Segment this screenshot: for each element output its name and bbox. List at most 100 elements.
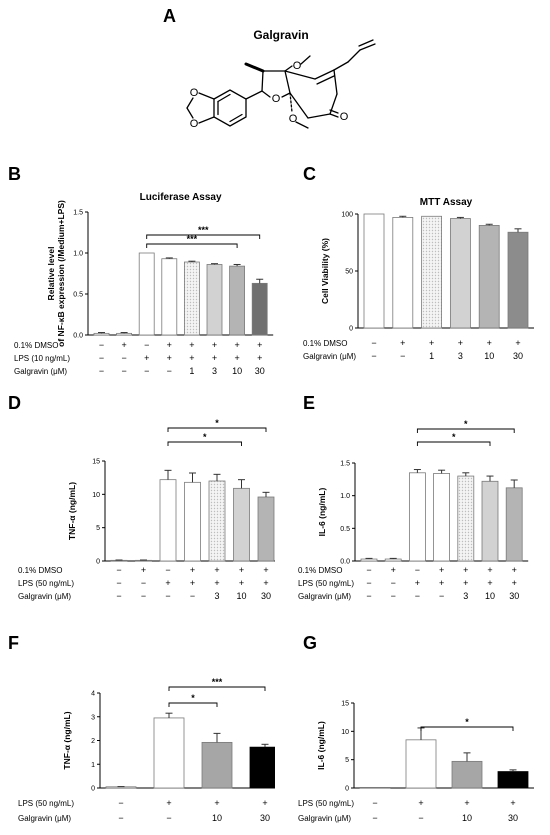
condition-row-label: 0.1% DMSO [14, 341, 58, 350]
significance-bracket [146, 234, 261, 239]
y-tick-label: 3 [91, 714, 95, 721]
significance-stars: * [203, 432, 207, 442]
significance-stars: *** [198, 225, 209, 235]
condition-value: + [214, 578, 219, 588]
bar [478, 225, 500, 329]
bar [159, 479, 177, 562]
condition-value: + [257, 353, 262, 363]
condition-value: − [118, 813, 123, 823]
chart-title: MTT Assay [420, 197, 473, 208]
condition-value: − [116, 578, 121, 588]
condition-value: + [415, 578, 420, 588]
condition-row-label: LPS (10 ng/mL) [14, 354, 70, 363]
condition-value: + [487, 565, 492, 575]
bar [384, 558, 402, 562]
panel-label: G [303, 633, 317, 653]
condition-value: + [263, 565, 268, 575]
significance-stars: * [465, 717, 469, 727]
y-axis-label: TNF-α (ng/mL) [67, 482, 77, 540]
y-axis-label: Relative levelof NF-κB expression (/Medi… [46, 200, 66, 347]
bar [251, 282, 268, 336]
condition-value: + [212, 340, 217, 350]
condition-value: 1 [429, 351, 434, 361]
condition-value: − [400, 351, 405, 361]
bar [138, 252, 155, 336]
condition-value: 3 [214, 591, 219, 601]
condition-value: − [439, 591, 444, 601]
chart-g-il6: G IL-6 (ng/mL) 0 5 10 15 * LPS (50 ng/mL) − + + + Ga… [298, 633, 534, 823]
condition-value: 30 [513, 351, 523, 361]
chart-e-il6: E IL-6 (ng/mL) 0.0 0.5 1.0 1.5 * * 0.1% DMSO − + − +… [298, 393, 529, 601]
bar [116, 332, 132, 336]
bar [451, 760, 483, 789]
chart-d-tnf: D TNF-α (ng/mL) 0 5 10 15 * * 0.1% DMSO − + − + + + + LP… [8, 393, 275, 601]
condition-value: + [166, 798, 171, 808]
condition-row-label: Galgravin (μM) [18, 592, 71, 601]
y-tick-label: 1.0 [73, 251, 83, 258]
condition-value: − [372, 798, 377, 808]
y-tick-label: 1.0 [340, 493, 350, 500]
y-tick-label: 0 [345, 786, 349, 793]
y-tick-label: 0 [91, 786, 95, 793]
condition-value: + [463, 565, 468, 575]
condition-value: 3 [463, 591, 468, 601]
condition-value: 3 [458, 351, 463, 361]
condition-value: − [391, 578, 396, 588]
y-tick-label: 0 [349, 326, 353, 333]
y-tick-label: 15 [341, 701, 349, 708]
y-tick-label: 1.5 [340, 461, 350, 468]
condition-value: 30 [508, 813, 518, 823]
condition-value: − [366, 591, 371, 601]
condition-value: − [371, 338, 376, 348]
condition-value: + [239, 578, 244, 588]
significance-bracket [416, 428, 515, 433]
significance-bracket [146, 243, 238, 248]
condition-value: − [167, 366, 172, 376]
condition-value: − [141, 591, 146, 601]
bar [183, 261, 200, 336]
condition-value: 30 [261, 591, 271, 601]
condition-value: + [400, 338, 405, 348]
bar [363, 213, 385, 329]
panel-label: F [8, 633, 19, 653]
condition-value: − [116, 565, 121, 575]
bar [408, 472, 426, 562]
y-tick-label: 10 [341, 729, 349, 736]
condition-value: + [141, 565, 146, 575]
bar [359, 786, 391, 789]
condition-value: + [214, 565, 219, 575]
condition-value: + [512, 565, 517, 575]
bar [161, 258, 178, 336]
y-tick-label: 15 [92, 459, 100, 466]
significance-stars: * [191, 693, 195, 703]
bar [481, 480, 499, 562]
condition-value: − [366, 578, 371, 588]
bar [507, 231, 529, 329]
condition-value: + [165, 578, 170, 588]
condition-value: 1 [189, 366, 194, 376]
condition-value: − [121, 353, 126, 363]
condition-value: + [418, 798, 423, 808]
bar [257, 496, 275, 562]
significance-bracket [420, 726, 514, 731]
y-tick-label: 0.0 [73, 333, 83, 340]
bar [505, 487, 523, 562]
condition-value: − [116, 591, 121, 601]
condition-value: − [99, 366, 104, 376]
chart-title: Luciferase Assay [140, 192, 222, 203]
bar [421, 215, 443, 329]
bar [360, 558, 378, 562]
y-tick-label: 1 [91, 762, 95, 769]
significance-bracket [167, 427, 267, 432]
significance-bracket [167, 441, 242, 446]
condition-row-label: Galgravin (μM) [298, 592, 351, 601]
condition-value: − [415, 565, 420, 575]
condition-value: − [165, 565, 170, 575]
condition-value: 10 [236, 591, 246, 601]
bar [206, 264, 223, 336]
condition-value: + [512, 578, 517, 588]
bar [433, 473, 451, 562]
y-tick-label: 0.5 [340, 526, 350, 533]
condition-value: − [121, 366, 126, 376]
condition-value: − [99, 353, 104, 363]
